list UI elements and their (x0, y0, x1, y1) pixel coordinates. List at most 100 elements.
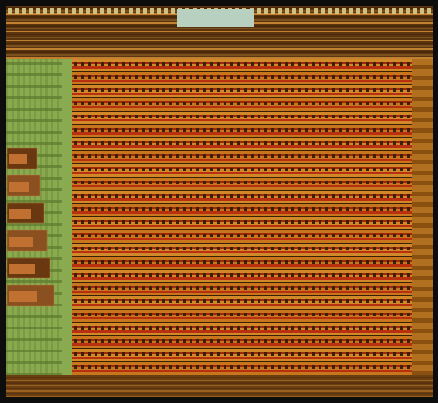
Bar (359, 75, 361, 79)
Bar (72, 98, 411, 112)
Bar (291, 194, 293, 197)
Bar (352, 128, 355, 132)
Bar (72, 177, 411, 178)
Bar (142, 299, 145, 303)
Bar (385, 154, 389, 158)
Bar (271, 128, 273, 132)
Bar (237, 141, 240, 145)
Bar (108, 220, 111, 224)
Bar (88, 75, 90, 79)
Bar (135, 233, 138, 237)
Bar (148, 128, 152, 132)
Bar (223, 181, 226, 185)
Bar (345, 286, 348, 290)
Bar (128, 339, 131, 343)
Bar (392, 220, 395, 224)
Bar (406, 102, 409, 105)
Bar (345, 128, 348, 132)
Bar (291, 233, 293, 237)
Bar (6, 217, 62, 220)
Bar (297, 233, 300, 237)
Bar (325, 313, 328, 316)
Bar (379, 207, 381, 211)
Bar (345, 181, 348, 185)
Bar (284, 313, 287, 316)
Bar (189, 352, 192, 356)
Bar (196, 339, 199, 343)
Bar (230, 102, 233, 105)
Bar (338, 88, 341, 92)
Bar (162, 181, 165, 185)
Bar (271, 168, 273, 171)
Bar (257, 168, 260, 171)
Bar (264, 313, 267, 316)
Bar (135, 339, 138, 343)
Bar (203, 128, 205, 132)
Bar (325, 141, 328, 145)
Bar (216, 154, 219, 158)
Bar (203, 339, 205, 343)
Bar (209, 62, 212, 66)
Bar (108, 339, 111, 343)
Bar (311, 260, 314, 264)
Bar (7, 203, 44, 224)
Bar (135, 62, 138, 66)
Bar (284, 220, 287, 224)
Bar (155, 299, 158, 303)
Bar (359, 299, 361, 303)
Bar (318, 207, 321, 211)
Bar (284, 352, 287, 356)
Bar (162, 115, 165, 118)
Bar (325, 154, 328, 158)
Bar (101, 154, 104, 158)
Bar (6, 367, 62, 370)
Bar (284, 75, 287, 79)
Bar (148, 247, 152, 250)
Bar (392, 352, 395, 356)
Bar (385, 102, 389, 105)
Bar (176, 299, 178, 303)
Bar (135, 286, 138, 290)
Bar (183, 154, 185, 158)
Bar (297, 366, 300, 369)
Bar (216, 115, 219, 118)
Bar (399, 194, 402, 197)
Bar (359, 194, 361, 197)
Bar (115, 233, 117, 237)
Bar (264, 207, 267, 211)
Bar (365, 326, 368, 330)
Bar (244, 102, 246, 105)
Bar (72, 66, 411, 69)
Bar (385, 233, 389, 237)
Bar (128, 8, 132, 14)
Bar (135, 207, 138, 211)
Bar (94, 286, 97, 290)
Bar (72, 313, 411, 314)
Bar (291, 247, 293, 250)
Bar (359, 286, 361, 290)
Bar (284, 62, 287, 66)
Bar (72, 326, 411, 328)
Bar (169, 207, 172, 211)
Bar (230, 181, 233, 185)
Bar (257, 233, 260, 237)
Bar (345, 141, 348, 145)
Bar (196, 326, 199, 330)
Bar (297, 326, 300, 330)
Bar (385, 128, 389, 132)
Bar (311, 115, 314, 118)
Bar (6, 42, 432, 44)
Bar (108, 75, 111, 79)
Bar (325, 260, 328, 264)
Bar (365, 273, 368, 277)
Bar (72, 72, 411, 85)
Bar (189, 88, 192, 92)
Bar (121, 181, 124, 185)
Bar (88, 352, 90, 356)
Bar (332, 220, 334, 224)
Bar (9, 291, 37, 302)
Bar (406, 220, 409, 224)
Bar (385, 88, 389, 92)
Bar (9, 264, 35, 274)
Bar (74, 299, 77, 303)
